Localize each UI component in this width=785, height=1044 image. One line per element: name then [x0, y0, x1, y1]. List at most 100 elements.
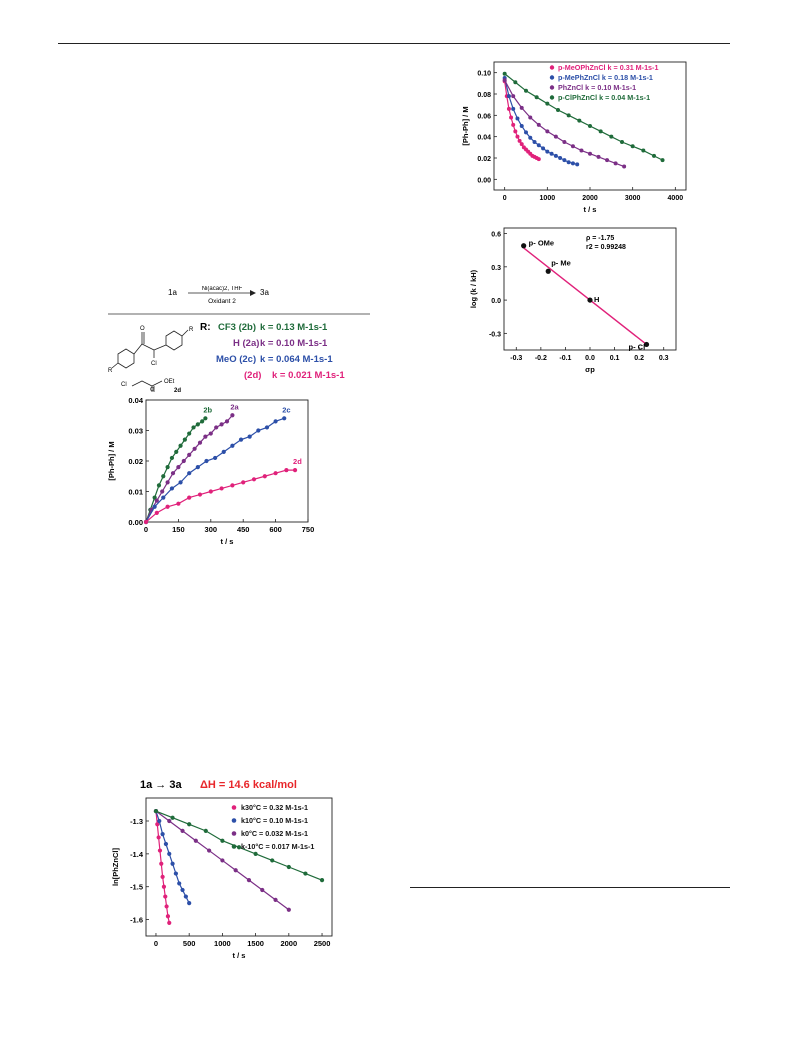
data-point	[517, 138, 522, 143]
data-point	[154, 498, 159, 503]
data-point	[519, 142, 524, 147]
data-point	[528, 115, 533, 120]
data-point	[613, 161, 618, 166]
data-point	[292, 468, 298, 473]
x-tick-label: 450	[237, 525, 250, 534]
data-point	[220, 838, 225, 843]
data-point	[165, 480, 170, 485]
data-point	[203, 416, 208, 421]
data-point	[167, 818, 172, 824]
y-tick-label: -0.3	[489, 331, 501, 338]
y-axis-label: ln[PhZnCl]	[111, 848, 120, 886]
struct-Cl-2: Cl	[121, 382, 127, 388]
data-point	[273, 471, 278, 476]
data-point	[163, 894, 168, 899]
x-tick-label: 4000	[668, 195, 684, 202]
data-point	[519, 105, 524, 110]
x-tick-label: 2000	[280, 939, 297, 948]
data-point	[270, 858, 275, 863]
hammett-plot-chart: -0.3 -0.2 -0.1 0.0 0.1 0.2 0.3 -0.3 0.0 0.3 0.6 σp l…	[466, 222, 686, 382]
y-tick-label: -1.3	[130, 817, 143, 826]
legend-label: p-ClPhZnCl k = 0.04 M-1s-1	[558, 93, 650, 102]
data-point	[214, 425, 219, 430]
data-point	[256, 428, 261, 433]
data-point	[178, 480, 183, 485]
data-point	[173, 871, 178, 876]
x-axis-label: σp	[585, 365, 595, 374]
data-point	[187, 452, 192, 457]
data-point	[284, 468, 289, 473]
data-point	[282, 416, 287, 421]
y-axis-label: [Ph-Ph] / M	[107, 441, 116, 480]
scheme-row-rate: k = 0.10 M-1s-1	[260, 338, 328, 349]
scheme-row-rate: k = 0.13 M-1s-1	[260, 322, 328, 333]
y-tick-label: 0.00	[477, 177, 491, 184]
x-axis-label: t / s	[584, 205, 597, 214]
data-point	[630, 144, 635, 149]
struct-O: O	[140, 326, 145, 332]
x-tick-label: 0	[154, 939, 158, 948]
x-axis-label: t / s	[233, 951, 246, 960]
data-point	[178, 443, 183, 448]
plot-frame	[145, 797, 333, 937]
scheme-row-name: CF3 (2b)	[218, 322, 256, 333]
x-tick-label: 0.0	[585, 355, 595, 362]
y-tick-label: 0.6	[491, 232, 501, 239]
data-point	[519, 124, 524, 128]
data-point	[549, 151, 554, 156]
y-axis-label: [Ph-Ph] / M	[461, 106, 470, 145]
data-point	[262, 474, 267, 479]
data-point	[187, 901, 192, 906]
data-point	[207, 848, 212, 853]
x-tick-label: 1000	[214, 939, 231, 948]
data-point	[161, 884, 167, 889]
data-point	[562, 140, 567, 144]
data-point	[153, 809, 159, 814]
struct-Cl: Cl	[151, 361, 157, 367]
legend-marker	[231, 805, 237, 810]
x-tick-label: 0.1	[610, 355, 620, 362]
data-point	[536, 143, 541, 148]
data-point	[219, 486, 224, 491]
data-point	[180, 828, 185, 833]
data-point	[511, 94, 516, 99]
data-point	[260, 887, 265, 893]
data-point	[246, 878, 252, 883]
data-point	[286, 907, 291, 912]
x-tick-label: 1000	[540, 195, 556, 202]
data-point	[509, 115, 514, 120]
data-point	[167, 851, 172, 856]
data-point	[170, 471, 176, 476]
y-tick-label: 0.04	[477, 135, 491, 142]
data-point	[197, 440, 203, 445]
series-line	[145, 469, 296, 523]
data-point	[170, 861, 175, 866]
data-point	[241, 480, 246, 485]
data-point	[208, 431, 213, 436]
data-point	[200, 419, 205, 424]
x-tick-label: 3000	[625, 195, 641, 202]
y-tick-label: 0.10	[477, 71, 491, 78]
data-point	[566, 113, 571, 118]
series-label: 2c	[282, 405, 290, 414]
data-point	[167, 920, 172, 925]
data-point	[204, 458, 209, 464]
fit-line	[523, 247, 647, 346]
scheme-reagents-top: Ni(acac)2, THF	[202, 286, 243, 292]
data-point	[156, 483, 162, 488]
data-point	[609, 134, 614, 139]
data-point	[511, 106, 516, 111]
data-point	[577, 118, 582, 123]
y-tick-label: 0.00	[128, 518, 143, 527]
hammett-point-label: H	[594, 295, 599, 304]
data-point	[524, 130, 528, 135]
data-point	[273, 897, 278, 902]
reaction-arrowhead	[250, 290, 256, 296]
data-point	[221, 449, 226, 454]
data-point	[163, 841, 169, 847]
scheme-row-name: MeO (2c)	[216, 354, 256, 365]
x-tick-label: -0.2	[535, 355, 547, 362]
y-tick-label: 0.02	[477, 156, 491, 163]
substituent-kinetics-chart: 0 1000 2000 3000 4000 0.00 0.02 0.04 0.06 0.08 0.1…	[460, 58, 690, 222]
data-point	[545, 129, 550, 134]
